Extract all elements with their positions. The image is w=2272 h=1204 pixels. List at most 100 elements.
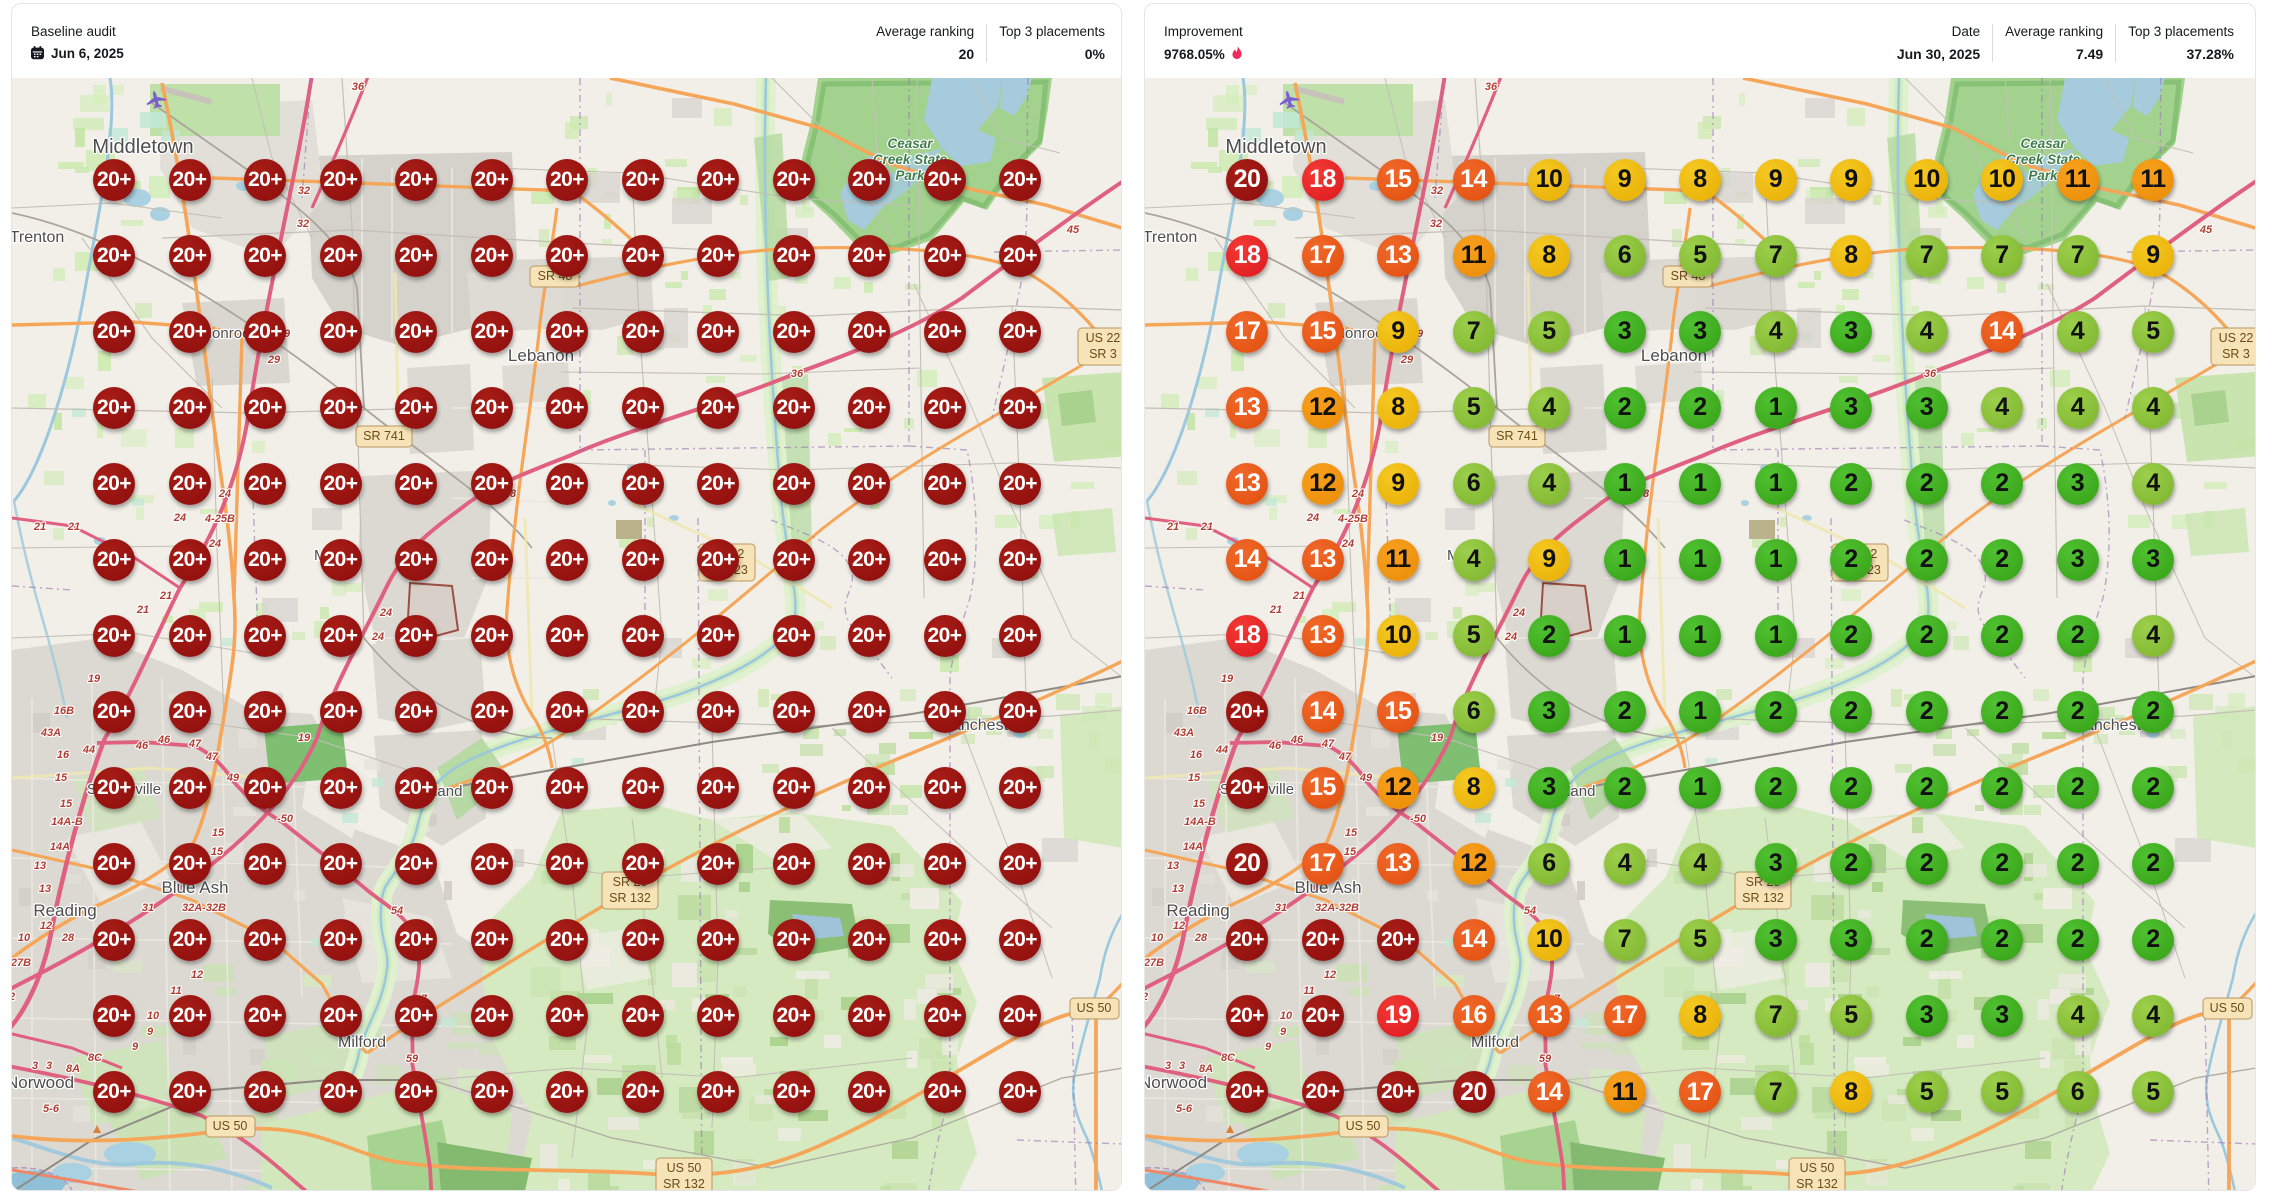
svg-text:36: 36 [352, 81, 365, 93]
svg-text:31: 31 [142, 902, 154, 914]
svg-text:21: 21 [1200, 521, 1213, 533]
svg-text:Middletown: Middletown [1225, 136, 1326, 158]
svg-text:16: 16 [1190, 749, 1203, 761]
svg-text:36: 36 [791, 368, 804, 380]
svg-text:9: 9 [1280, 1026, 1287, 1038]
svg-text:3: 3 [32, 1060, 38, 1072]
svg-text:28: 28 [61, 932, 75, 944]
svg-text:21: 21 [1269, 604, 1282, 616]
svg-text:44: 44 [82, 744, 95, 756]
svg-text:14A: 14A [1183, 841, 1203, 853]
svg-text:2: 2 [1145, 991, 1148, 1003]
svg-text:4-25B: 4-25B [204, 513, 235, 525]
svg-text:11: 11 [170, 985, 181, 997]
svg-text:15: 15 [1193, 798, 1206, 810]
svg-text:29: 29 [267, 354, 281, 366]
svg-text:44: 44 [1215, 744, 1228, 756]
svg-text:15: 15 [60, 798, 73, 810]
svg-text:49: 49 [1359, 772, 1373, 784]
svg-text:21: 21 [159, 590, 172, 602]
svg-text:US 22: US 22 [2219, 331, 2254, 345]
svg-text:8A: 8A [66, 1063, 80, 1075]
svg-text:13: 13 [1167, 860, 1179, 872]
svg-text:10: 10 [147, 1010, 160, 1022]
svg-text:13: 13 [1172, 883, 1184, 895]
svg-text:Park: Park [895, 168, 926, 183]
svg-text:12: 12 [1324, 969, 1336, 981]
svg-text:Middletown: Middletown [92, 136, 193, 158]
svg-text:24: 24 [371, 631, 384, 643]
svg-text:59: 59 [406, 1053, 419, 1065]
svg-text:3: 3 [1165, 1060, 1171, 1072]
svg-text:24: 24 [379, 607, 392, 619]
svg-text:8C: 8C [1221, 1052, 1236, 1064]
svg-text:15: 15 [212, 827, 225, 839]
svg-text:9: 9 [1265, 1041, 1272, 1053]
svg-text:15: 15 [211, 846, 224, 858]
svg-text:10: 10 [18, 932, 31, 944]
svg-text:19: 19 [1221, 673, 1234, 685]
svg-text:24: 24 [1351, 488, 1364, 500]
svg-text:Reading: Reading [33, 901, 96, 920]
svg-text:36: 36 [1485, 81, 1498, 93]
svg-text:31: 31 [1275, 902, 1287, 914]
svg-text:Trenton: Trenton [1145, 229, 1197, 246]
svg-text:11: 11 [1303, 985, 1314, 997]
svg-text:US 22: US 22 [1086, 331, 1121, 345]
svg-text:45: 45 [2199, 224, 2213, 236]
svg-text:59: 59 [1539, 1053, 1552, 1065]
svg-text:8C: 8C [88, 1052, 103, 1064]
svg-text:Norwood: Norwood [12, 1073, 74, 1092]
svg-text:14A-B: 14A-B [51, 816, 83, 828]
svg-text:US 50: US 50 [1077, 1001, 1112, 1015]
svg-text:19: 19 [1431, 732, 1444, 744]
svg-text:Monroe: Monroe [1333, 325, 1384, 342]
svg-text:13: 13 [34, 860, 46, 872]
svg-text:SR 132: SR 132 [609, 891, 651, 905]
svg-text:15: 15 [1188, 772, 1201, 784]
svg-text:SR 132: SR 132 [663, 1177, 705, 1191]
svg-text:29: 29 [1400, 354, 1414, 366]
svg-text:Norwood: Norwood [1145, 1073, 1207, 1092]
svg-text:9: 9 [284, 328, 291, 340]
svg-text:27B: 27B [12, 957, 31, 969]
svg-text:46: 46 [1268, 740, 1282, 752]
svg-text:19: 19 [88, 673, 101, 685]
svg-text:US 50: US 50 [1800, 1161, 1835, 1175]
svg-text:21: 21 [33, 521, 46, 533]
svg-text:9: 9 [1417, 328, 1424, 340]
svg-text:3: 3 [46, 1060, 52, 1072]
svg-text:21: 21 [136, 604, 149, 616]
svg-text:24: 24 [1341, 538, 1354, 550]
svg-text:Ceasar: Ceasar [887, 136, 933, 151]
svg-text:16: 16 [57, 749, 70, 761]
svg-text:Reading: Reading [1166, 901, 1229, 920]
svg-text:-50: -50 [277, 813, 294, 825]
svg-text:47: 47 [205, 751, 219, 763]
svg-text:US 50: US 50 [667, 1161, 702, 1175]
svg-text:24: 24 [1512, 607, 1525, 619]
svg-text:43A: 43A [1173, 727, 1194, 739]
svg-text:5-6: 5-6 [43, 1103, 60, 1115]
svg-text:Ceasar: Ceasar [2020, 136, 2066, 151]
svg-text:5-6: 5-6 [1176, 1103, 1193, 1115]
svg-text:19: 19 [298, 732, 311, 744]
svg-text:45: 45 [1066, 224, 1080, 236]
svg-text:8A: 8A [1199, 1063, 1213, 1075]
svg-text:24: 24 [1306, 512, 1319, 524]
svg-text:24: 24 [208, 538, 221, 550]
svg-text:12: 12 [191, 969, 203, 981]
svg-text:13: 13 [39, 883, 51, 895]
svg-text:Trenton: Trenton [12, 229, 64, 246]
svg-text:24: 24 [1504, 631, 1517, 643]
svg-text:47: 47 [188, 738, 202, 750]
svg-text:28: 28 [1194, 932, 1208, 944]
svg-text:9: 9 [132, 1041, 139, 1053]
svg-text:12: 12 [1173, 920, 1185, 932]
svg-text:24: 24 [218, 488, 231, 500]
svg-text:Park: Park [2028, 168, 2059, 183]
svg-text:54: 54 [391, 905, 403, 917]
svg-text:46: 46 [157, 734, 171, 746]
svg-text:SR 132: SR 132 [1796, 1177, 1838, 1191]
svg-text:15: 15 [55, 772, 68, 784]
